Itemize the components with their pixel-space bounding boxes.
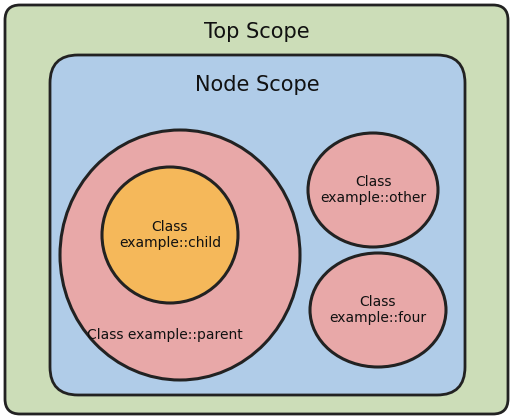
Ellipse shape [310,253,446,367]
Ellipse shape [60,130,300,380]
Text: Class
example::other: Class example::other [320,175,426,205]
Ellipse shape [308,133,438,247]
Text: Node Scope: Node Scope [195,75,319,95]
FancyBboxPatch shape [5,5,508,414]
FancyBboxPatch shape [50,55,465,395]
Text: Class example::parent: Class example::parent [87,328,243,342]
Text: Top Scope: Top Scope [204,22,310,42]
Text: Class
example::child: Class example::child [119,220,221,250]
Text: Class
example::four: Class example::four [329,295,427,325]
Ellipse shape [102,167,238,303]
